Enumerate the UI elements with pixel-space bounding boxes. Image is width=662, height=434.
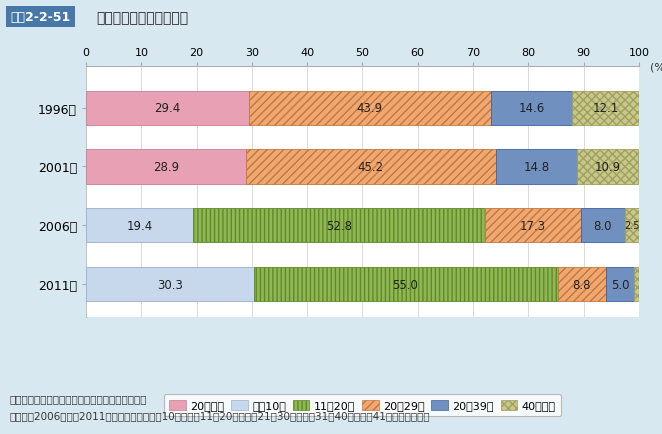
Text: 8.0: 8.0 [594,219,612,232]
Bar [491,91,572,125]
Bar [86,150,246,184]
Text: 5.0: 5.0 [611,278,630,291]
Text: 資料：厚生労働省健康局「国民健康・栄養調査」: 資料：厚生労働省健康局「国民健康・栄養調査」 [10,393,148,403]
Bar [248,91,491,125]
Text: 10.9: 10.9 [594,161,621,174]
Bar [496,150,577,184]
Bar [86,91,248,125]
Text: 52.8: 52.8 [326,219,352,232]
Text: 28.9: 28.9 [153,161,179,174]
Text: 43.9: 43.9 [357,102,383,115]
Text: 29.4: 29.4 [154,102,181,115]
Bar [246,150,496,184]
Text: 45.2: 45.2 [357,161,384,174]
Bar [557,267,606,302]
Text: 喫煙者の喫煙本数の推移: 喫煙者の喫煙本数の推移 [96,11,188,25]
Bar [634,267,639,302]
Bar [625,209,639,243]
Text: 30.3: 30.3 [157,278,183,291]
Legend: 20本未満, １～10本, 11～20本, 20～29本, 20～39本, 40本以上: 20本未満, １～10本, 11～20本, 20～29本, 20～39本, 40… [164,394,561,416]
Text: 図表2-2-51: 図表2-2-51 [10,11,70,24]
Bar [86,267,254,302]
Text: 17.3: 17.3 [520,219,546,232]
Bar [86,209,193,243]
Text: 19.4: 19.4 [126,219,153,232]
Bar [577,150,638,184]
Bar [485,209,581,243]
Text: 12.1: 12.1 [592,102,618,115]
Bar [193,209,485,243]
Bar [581,209,625,243]
Text: （注）　2006年及び2011年の調査は、「１～10本」、「11～20本」、「21～30本」、「31～40本」、「41本以上」の区分: （注） 2006年及び2011年の調査は、「１～10本」、「11～20本」、「2… [10,410,430,420]
Text: 55.0: 55.0 [393,278,418,291]
Text: 2.5: 2.5 [624,221,639,231]
Text: 8.8: 8.8 [573,278,591,291]
Bar [254,267,557,302]
Text: 14.6: 14.6 [518,102,545,115]
Text: (%): (%) [650,62,662,72]
Text: 14.8: 14.8 [524,161,549,174]
Bar [572,91,639,125]
Bar [606,267,634,302]
